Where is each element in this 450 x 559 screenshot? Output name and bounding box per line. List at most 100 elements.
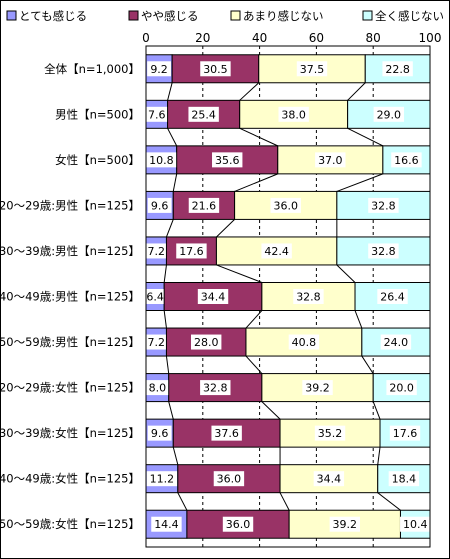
x-tick-label: 100 (419, 31, 442, 45)
series-line (336, 173, 384, 192)
category-label: 50～59歳:男性【n=125】 (1, 335, 140, 349)
data-label: 30.5 (203, 63, 228, 76)
data-label-box (270, 197, 301, 213)
series-line (168, 401, 174, 420)
x-tick-label: 40 (252, 31, 267, 45)
data-label-box (212, 152, 243, 168)
series-line (377, 492, 401, 511)
series-line (336, 264, 356, 283)
category-label: 30～39歳:女性【n=125】 (1, 426, 140, 440)
data-label-box (377, 289, 408, 304)
data-label-box (296, 61, 328, 77)
series-line (279, 492, 290, 511)
data-label-box (144, 334, 169, 350)
data-label: 35.2 (318, 427, 343, 440)
data-label-box (145, 380, 170, 396)
data-label: 32.8 (371, 199, 396, 212)
series-line (261, 401, 281, 420)
data-label-box (386, 380, 417, 396)
data-label-box (188, 197, 220, 213)
data-label-box (368, 197, 399, 213)
data-label: 6.4 (146, 291, 164, 304)
data-label-box (368, 243, 399, 259)
data-label-box (391, 152, 422, 168)
series-line (177, 492, 188, 511)
series-line (377, 447, 381, 465)
category-label: 20～29歳:女性【n=125】 (1, 381, 140, 395)
series-line (167, 82, 173, 101)
series-line (172, 447, 179, 465)
data-label: 21.6 (192, 199, 217, 212)
series-line (372, 401, 381, 420)
category-label: 全体【n=1,000】 (44, 62, 140, 76)
data-label: 36.0 (273, 199, 298, 212)
data-label: 32.8 (296, 291, 321, 304)
series-line (165, 219, 174, 238)
data-label: 20.0 (389, 382, 414, 395)
data-label-box (314, 425, 346, 441)
data-label-box (389, 425, 421, 441)
data-label-box (288, 334, 320, 350)
data-label: 9.2 (150, 63, 168, 76)
category-label: 男性【n=500】 (55, 107, 140, 121)
legend-swatch-2 (128, 10, 139, 21)
legend-swatch-4 (362, 10, 373, 21)
data-label-box (176, 243, 207, 259)
data-label: 36.0 (226, 518, 251, 531)
legend-label-4: 全く感じない (375, 9, 444, 23)
data-label-box (147, 425, 172, 441)
data-label: 37.0 (318, 154, 343, 167)
x-tick-label: 80 (366, 31, 381, 45)
data-label-box (278, 106, 309, 122)
data-label-box (144, 106, 169, 122)
x-tick-label: 0 (142, 31, 150, 45)
data-label: 22.8 (385, 63, 410, 76)
data-label: 7.2 (147, 336, 165, 349)
legend-swatch-1 (6, 10, 17, 21)
data-label-box (329, 516, 360, 532)
x-tick-label: 20 (195, 31, 210, 45)
bar-segment (168, 373, 263, 403)
data-label: 18.4 (392, 473, 417, 486)
data-label-box (151, 516, 182, 532)
data-label: 11.2 (150, 473, 175, 486)
data-label: 32.8 (203, 382, 228, 395)
data-label: 38.0 (281, 108, 306, 121)
data-label: 37.5 (300, 63, 325, 76)
data-label-box (200, 61, 231, 77)
data-label: 36.0 (217, 473, 242, 486)
legend-label-2: やや感じる (141, 9, 199, 23)
series-line (165, 355, 170, 374)
data-label: 14.4 (154, 518, 179, 531)
series-line (234, 173, 278, 192)
series-line (239, 82, 260, 101)
data-label: 10.4 (403, 518, 428, 531)
data-label: 42.4 (264, 245, 289, 258)
data-label-box (222, 516, 254, 532)
data-label-box (197, 289, 229, 304)
data-label-box (146, 152, 177, 168)
series-line (245, 355, 263, 374)
series-line (239, 127, 278, 147)
category-label: 30～39歳:男性【n=125】 (1, 244, 140, 258)
data-label-box (200, 380, 231, 396)
series-line (172, 173, 178, 192)
x-tick-label: 60 (309, 31, 324, 45)
data-label-box (143, 289, 167, 304)
series-line (167, 128, 178, 147)
data-label-box (211, 425, 242, 441)
data-label-box (188, 106, 219, 122)
data-label: 17.6 (179, 245, 204, 258)
category-label: 20～29歳:男性【n=125】 (1, 198, 140, 212)
data-label-box (313, 471, 345, 487)
series-line (216, 219, 235, 238)
series-line (245, 310, 263, 329)
data-label-box (213, 471, 245, 487)
series-line (347, 127, 384, 147)
data-label: 9.6 (151, 199, 169, 212)
data-label-box (144, 243, 169, 259)
data-label-box (302, 380, 333, 396)
data-label: 40.8 (292, 336, 317, 349)
